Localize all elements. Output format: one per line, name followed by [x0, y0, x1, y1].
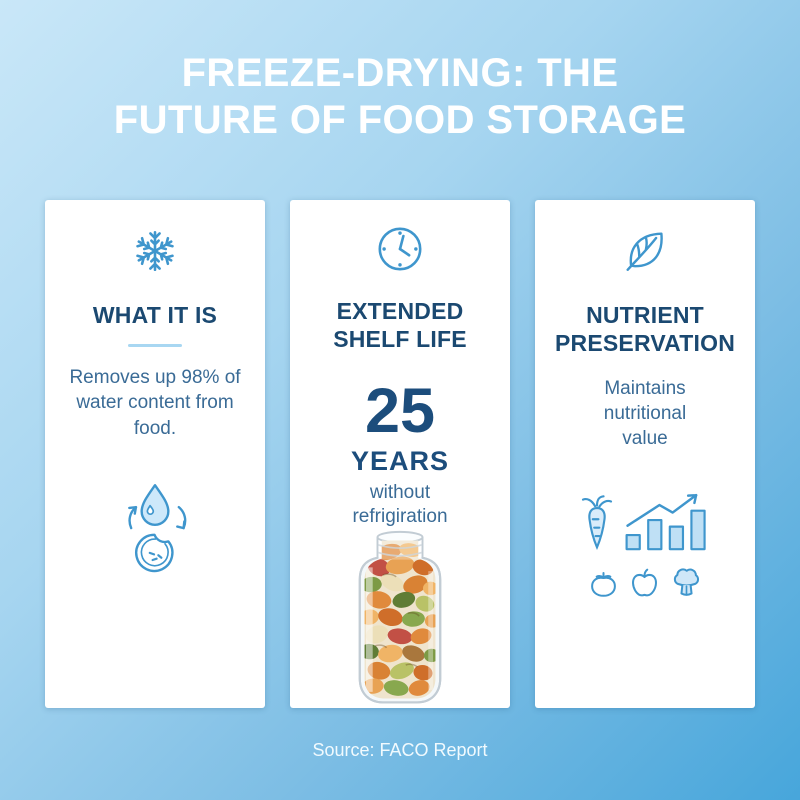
card-what-it-is: WHAT IT IS Removes up 98% of water conte… — [45, 200, 265, 709]
nutrient-icons-group — [580, 490, 711, 604]
stat-caption: without refrigiration — [352, 481, 448, 527]
snowflake-icon — [132, 224, 178, 278]
carrot-icon — [580, 494, 614, 557]
card-heading: WHAT IT IS — [92, 302, 218, 329]
cards-row: WHAT IT IS Removes up 98% of water conte… — [0, 200, 800, 709]
apple-icon — [628, 566, 661, 604]
water-drop-cycle-icon — [115, 480, 195, 585]
stat-unit: YEARS — [350, 445, 450, 476]
nutrient-icons-row-top — [580, 490, 711, 557]
card-heading: EXTENDED SHELF LIFE — [333, 298, 467, 352]
nutrient-icons-row-bottom — [588, 566, 703, 604]
card-extended-shelf-life: EXTENDED SHELF LIFE 25 YEARS without ref… — [290, 200, 510, 709]
card-body-text: Removes up 98% of water content from foo… — [69, 366, 241, 439]
source-caption: Source: FACO Report — [312, 740, 488, 761]
clock-icon — [375, 224, 425, 274]
card-body-text: Maintains nutritional value — [603, 377, 687, 450]
tomato-icon — [588, 568, 619, 604]
page-title-line2: FUTURE OF FOOD STORAGE — [113, 98, 687, 143]
page-title-line1: FREEZE-DRYING: THE — [181, 51, 619, 95]
stat-value: 25 — [364, 375, 436, 446]
card-heading: NUTRIENT PRESERVATION — [554, 302, 736, 356]
rising-bar-chart-icon — [623, 490, 711, 557]
jar-of-freeze-dried-food — [350, 529, 450, 708]
divider — [128, 343, 182, 347]
card-nutrient-preservation: NUTRIENT PRESERVATION Maintains nutritio… — [535, 200, 755, 709]
leaf-icon — [619, 224, 671, 278]
page-title: FREEZE-DRYING: THE FUTURE OF FOOD STORAG… — [0, 0, 800, 144]
broccoli-icon — [670, 566, 703, 604]
